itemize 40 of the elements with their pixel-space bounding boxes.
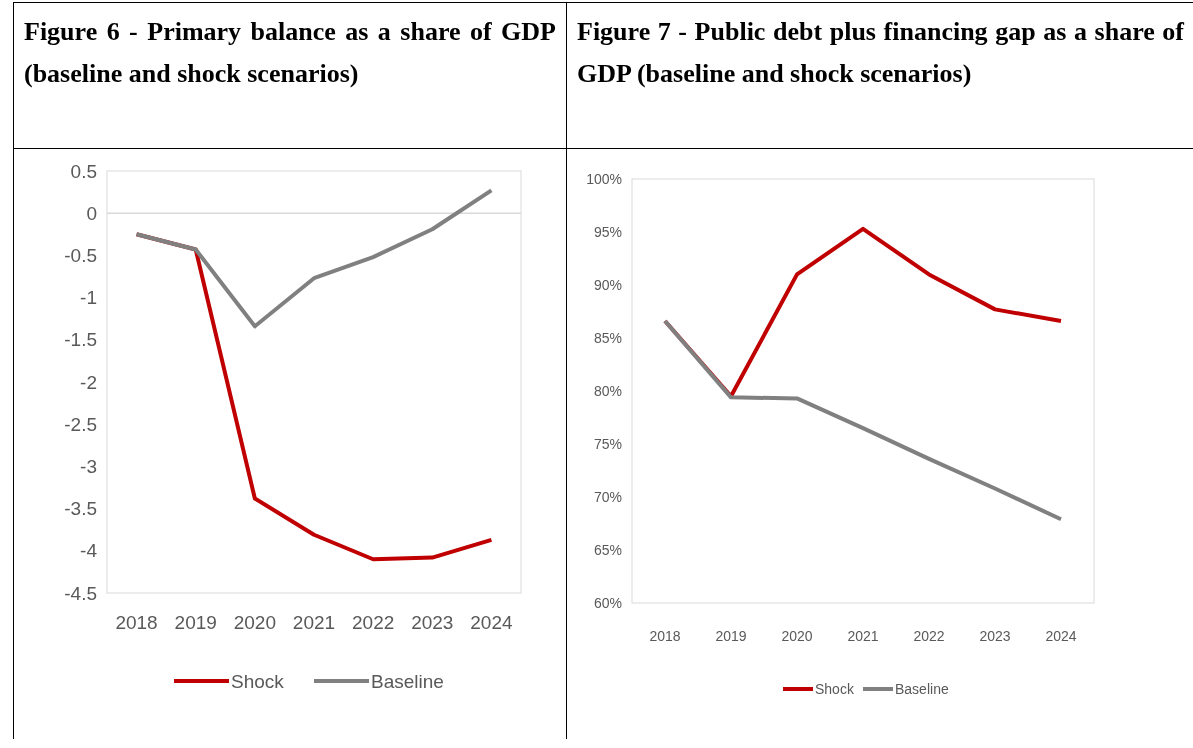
legend-label: Shock — [231, 670, 285, 692]
x-tick-label: 2024 — [1045, 628, 1077, 644]
y-tick-label: 65% — [593, 541, 622, 558]
x-tick-label: 2020 — [233, 612, 276, 633]
y-tick-label: 0.5 — [70, 160, 97, 182]
y-tick-label: -1.5 — [64, 329, 97, 351]
y-tick-label: -4 — [80, 540, 98, 562]
y-tick-label: 0 — [86, 202, 97, 224]
y-tick-label: -2 — [80, 371, 97, 393]
y-tick-label: 80% — [593, 382, 622, 399]
x-tick-label: 2022 — [352, 612, 395, 633]
y-tick-label: -0.5 — [64, 245, 97, 267]
x-tick-label: 2018 — [115, 612, 158, 633]
y-tick-label: 60% — [593, 594, 622, 611]
y-tick-label: 85% — [593, 329, 622, 346]
legend-label: Baseline — [371, 670, 444, 692]
x-tick-label: 2019 — [174, 612, 217, 633]
x-tick-label: 2024 — [470, 612, 513, 633]
y-tick-label: -3.5 — [64, 498, 97, 520]
y-tick-label: -3 — [80, 456, 97, 478]
x-tick-label: 2020 — [781, 628, 813, 644]
x-tick-label: 2022 — [913, 628, 945, 644]
y-tick-label: 70% — [593, 488, 622, 505]
chart-title: Figure 6 - Primary balance as a share of GDP (baseline and shock scenarios) — [14, 3, 566, 149]
y-tick-label: 100% — [586, 170, 622, 187]
chart-title: Figure 7 - Public debt plus financing gap as a share of GDP (baseline and shock scenarios) — [567, 3, 1193, 149]
y-tick-label: 90% — [593, 276, 622, 293]
legend-label: Baseline — [895, 680, 949, 697]
x-tick-label: 2023 — [411, 612, 454, 633]
x-tick-label: 2019 — [715, 628, 747, 644]
x-tick-label: 2023 — [979, 628, 1011, 644]
y-tick-label: -4.5 — [64, 582, 97, 604]
x-tick-label: 2021 — [292, 612, 336, 633]
y-tick-label: 75% — [593, 435, 622, 452]
y-tick-label: -1 — [80, 287, 97, 309]
x-tick-label: 2018 — [649, 628, 681, 644]
y-tick-label: 95% — [593, 223, 622, 240]
x-tick-label: 2021 — [847, 628, 879, 644]
y-tick-label: -2.5 — [64, 413, 97, 435]
legend-label: Shock — [815, 680, 855, 697]
